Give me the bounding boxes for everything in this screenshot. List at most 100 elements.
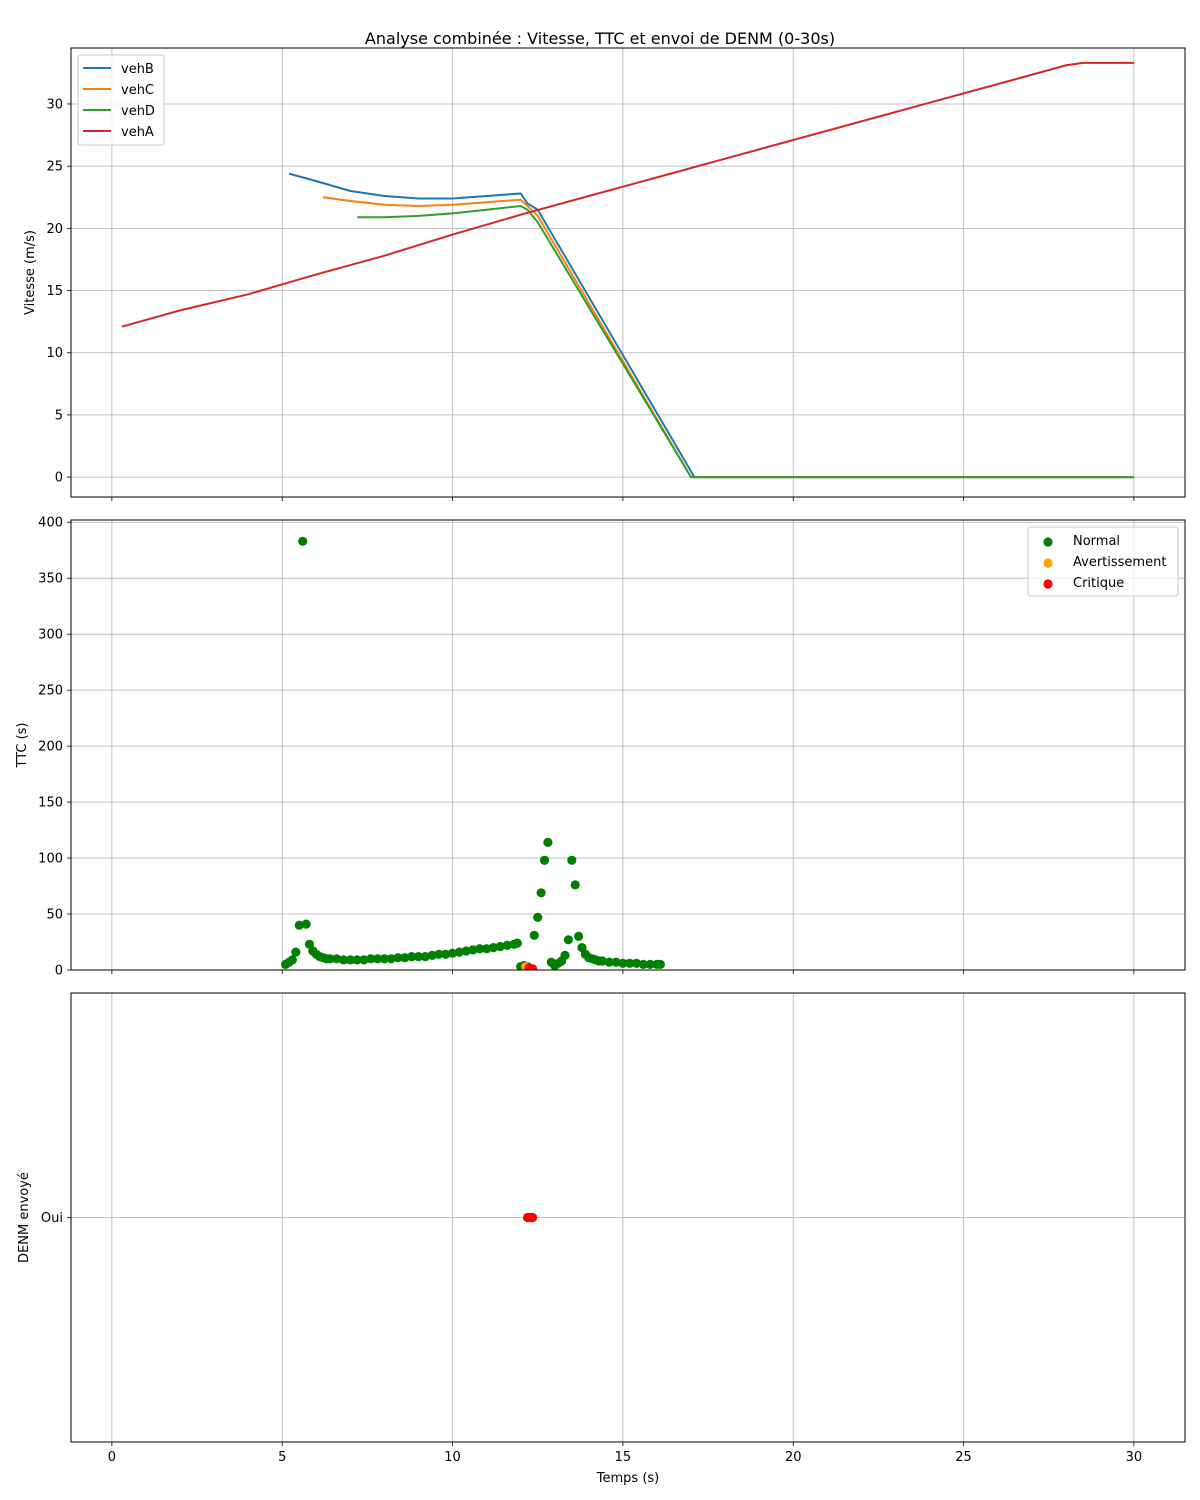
scatter-point xyxy=(645,959,655,970)
legend-swatch-Normal xyxy=(1043,537,1053,547)
axes-frame xyxy=(70,992,1186,1443)
y-tick-label: 25 xyxy=(46,160,63,175)
y-tick-label: 0 xyxy=(55,964,63,979)
series-line-vehC xyxy=(322,196,1134,479)
scatter-point xyxy=(301,919,311,929)
scatter-point xyxy=(611,957,621,967)
scatter-point xyxy=(294,920,304,930)
denm-panel: 0 5 10 15 20 25 30 Oui DENM envoyé xyxy=(17,992,1186,1465)
scatter-point xyxy=(543,837,553,848)
scatter-point xyxy=(563,935,574,945)
scatter-point xyxy=(475,944,485,954)
y-tick-label: 10 xyxy=(46,346,63,361)
legend-label: Avertissement xyxy=(1073,555,1166,570)
x-tick-label: 30 xyxy=(1126,1450,1143,1465)
scatter-point xyxy=(393,953,403,963)
y-axis-label: Vitesse (m/s) xyxy=(23,230,38,315)
x-tick-label: 5 xyxy=(278,1450,286,1465)
scatter-point xyxy=(427,950,437,961)
x-tick-label: 25 xyxy=(955,1450,972,1465)
scatter-point xyxy=(379,954,389,964)
scatter-point xyxy=(631,958,642,968)
legend-label: vehD xyxy=(121,104,155,119)
legend: Normal Avertissement Critique xyxy=(1027,526,1179,597)
scatter-point xyxy=(413,952,424,962)
series-line-vehB xyxy=(288,172,1134,479)
scatter-point xyxy=(448,948,458,958)
legend: vehB vehC vehD vehA xyxy=(77,54,165,146)
scatter-point xyxy=(482,944,492,954)
scatter-point xyxy=(618,958,628,968)
scatter-point xyxy=(287,955,297,965)
axes-frame xyxy=(70,519,1186,971)
legend-swatch-Avertissement xyxy=(1043,558,1053,568)
scatter-point xyxy=(441,949,451,959)
y-tick-label: 30 xyxy=(46,97,63,112)
scatter-point xyxy=(567,855,577,865)
legend-label: Critique xyxy=(1073,576,1124,591)
scatter-point xyxy=(597,956,608,966)
y-tick-label: Oui xyxy=(41,1211,63,1226)
scatter-point xyxy=(298,536,308,546)
scatter-point xyxy=(528,1212,538,1223)
series-line-vehA xyxy=(121,61,1134,328)
scatter-point xyxy=(528,964,538,970)
y-tick-label: 20 xyxy=(46,222,63,237)
scatter-point xyxy=(536,888,546,898)
scatter-point xyxy=(512,938,522,948)
scatter-point xyxy=(539,855,550,865)
scatter-point xyxy=(352,955,362,965)
legend-box xyxy=(77,54,165,146)
y-tick-label: 350 xyxy=(38,572,63,587)
scatter-point xyxy=(325,954,335,964)
scatter-point xyxy=(420,952,430,962)
y-tick-label: 400 xyxy=(38,516,63,531)
scatter-point xyxy=(502,940,512,951)
scatter-point xyxy=(529,930,539,940)
scatter-point xyxy=(359,955,369,965)
y-tick-label: 0 xyxy=(55,471,63,486)
scatter-point xyxy=(400,953,410,963)
scatter-point xyxy=(454,947,464,957)
series-layer xyxy=(281,536,666,970)
scatter-point xyxy=(570,880,580,890)
scatter-point xyxy=(495,941,505,952)
y-tick-label: 5 xyxy=(55,408,63,423)
legend-box xyxy=(1027,526,1179,597)
x-tick-label: 0 xyxy=(108,1450,116,1465)
scatter-point xyxy=(434,949,444,959)
legend-label: vehB xyxy=(121,62,154,77)
y-tick-label: 150 xyxy=(38,796,63,811)
scatter-point xyxy=(488,943,498,953)
scatter-point xyxy=(655,959,666,970)
scatter-point xyxy=(604,957,614,967)
legend-label: vehA xyxy=(121,125,154,140)
y-tick-label: 100 xyxy=(38,852,63,867)
y-axis-label: DENM envoyé xyxy=(17,1172,32,1263)
series-layer xyxy=(121,61,1134,479)
scatter-point xyxy=(338,955,349,965)
scatter-point xyxy=(291,947,301,957)
scatter-point xyxy=(386,954,396,964)
scatter-point xyxy=(560,950,570,961)
scatter-point xyxy=(407,952,417,962)
scatter-point xyxy=(574,931,584,942)
scatter-point xyxy=(533,912,543,923)
scatter-point xyxy=(345,955,355,965)
y-tick-label: 200 xyxy=(38,740,63,755)
scatter-point xyxy=(625,958,635,968)
y-axis-label: TTC (s) xyxy=(15,722,30,768)
scatter-point xyxy=(366,954,376,964)
ttc-panel: 0 50 100 150 200 250 300 350 400 TTC (s) Normal Ave… xyxy=(15,516,1186,979)
scatter-point xyxy=(638,959,648,970)
x-axis-label: Temps (s) xyxy=(596,1471,659,1486)
legend-label: Normal xyxy=(1073,534,1120,549)
legend-swatch-Critique xyxy=(1043,579,1053,589)
scatter-point xyxy=(461,946,471,956)
series-layer xyxy=(522,1212,538,1223)
series-line-vehD xyxy=(357,205,1134,479)
y-tick-label: 50 xyxy=(46,908,63,923)
scatter-point xyxy=(332,954,342,964)
